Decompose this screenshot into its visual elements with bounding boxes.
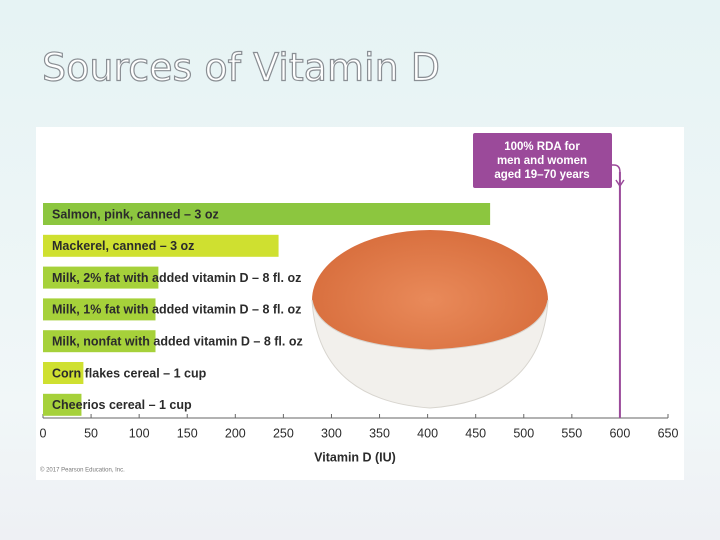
cereal <box>312 230 548 370</box>
x-tick-label: 350 <box>369 426 390 440</box>
bowl-illustration <box>311 230 549 409</box>
slide-title: Sources of Vitamin D <box>42 46 440 90</box>
x-tick-label: 500 <box>513 426 534 440</box>
x-tick-label: 300 <box>321 426 342 440</box>
x-tick-label: 650 <box>658 426 679 440</box>
bar-label: Milk, nonfat with added vitamin D – 8 fl… <box>52 334 303 348</box>
bar-label: Corn flakes cereal – 1 cup <box>52 366 207 380</box>
bar <box>43 362 84 384</box>
bar-label: Salmon, pink, canned – 3 oz <box>52 207 219 221</box>
bowl <box>311 299 549 409</box>
rda-label: men and women <box>497 155 587 167</box>
bar-label: Mackerel, canned – 3 oz <box>52 239 194 253</box>
bar <box>43 266 159 289</box>
bar-label: Cheerios cereal – 1 cup <box>52 398 192 412</box>
x-tick-label: 50 <box>84 426 98 440</box>
bar-label: Milk, 1% fat with added vitamin D – 8 fl… <box>52 303 301 317</box>
bar <box>43 298 156 321</box>
x-tick-label: 250 <box>273 426 294 440</box>
x-tick-label: 150 <box>177 426 198 440</box>
bar <box>43 330 156 353</box>
x-tick-label: 400 <box>417 426 438 440</box>
bar-label: Milk, 2% fat with added vitamin D – 8 fl… <box>52 271 301 285</box>
rda-box <box>473 133 612 188</box>
rda-arrow <box>612 164 625 188</box>
x-tick-label: 600 <box>609 426 630 440</box>
x-tick-label: 200 <box>225 426 246 440</box>
bar <box>43 234 279 257</box>
x-tick-label: 450 <box>465 426 486 440</box>
bar <box>43 393 82 416</box>
rda-label: 100% RDA for <box>504 141 580 153</box>
credit: © 2017 Pearson Education, Inc. <box>40 467 125 474</box>
x-tick-label: 100 <box>129 426 150 440</box>
x-tick-label: 0 <box>40 426 47 440</box>
bar <box>43 203 491 225</box>
x-axis-title: Vitamin D (IU) <box>314 450 396 464</box>
x-tick-label: 550 <box>561 426 582 440</box>
rda-label: aged 19–70 years <box>494 169 589 181</box>
